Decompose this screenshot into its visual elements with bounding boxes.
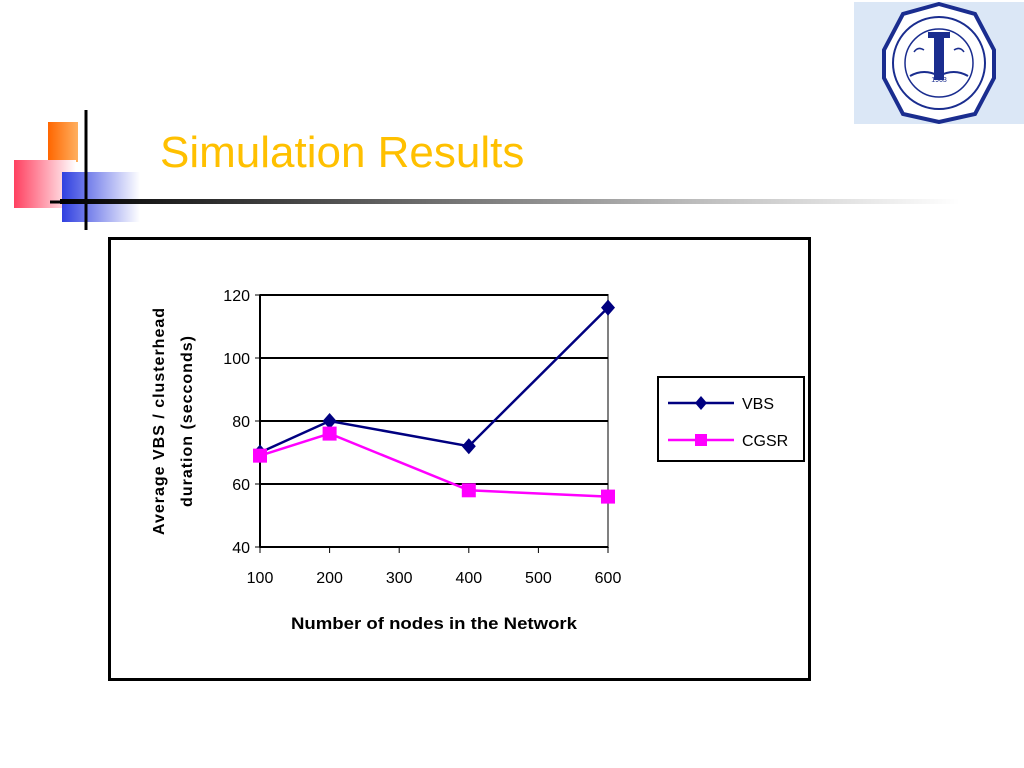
x-tick-label: 400 (455, 570, 482, 587)
y-tick-label: 60 (232, 477, 250, 494)
university-logo: 1963 (854, 1, 1024, 125)
data-point-vbs (461, 438, 476, 455)
data-point-cgsr (253, 448, 267, 463)
series-line-cgsr (259, 432, 609, 498)
title-rule (60, 199, 960, 204)
data-point-cgsr (601, 489, 615, 504)
line-chart: 40 60 80 100 120 100 200 300 400 500 600 Number of … (151, 288, 805, 633)
blue-block (62, 172, 140, 222)
y-axis-label: duration (secconds) (179, 335, 196, 507)
x-axis-label: Number of nodes in the Network (291, 614, 578, 633)
legend (657, 376, 805, 462)
legend-label: CGSR (742, 433, 788, 450)
orange-block (48, 122, 78, 162)
y-tick-label: 100 (223, 351, 250, 368)
y-tick-label: 40 (232, 540, 250, 557)
y-tick-label: 80 (232, 414, 250, 431)
series-line-vbs (259, 306, 609, 454)
data-point-cgsr (322, 426, 337, 441)
data-point-vbs (322, 413, 337, 429)
x-tick-label: 600 (595, 570, 622, 587)
legend-marker (695, 434, 707, 446)
university-seal-icon: 1963 (882, 1, 996, 125)
page-title: Simulation Results (160, 128, 525, 177)
x-tick-label: 300 (386, 570, 413, 587)
svg-text:1963: 1963 (931, 77, 947, 84)
data-point-vbs (601, 299, 615, 316)
y-tick-label: 120 (223, 288, 250, 305)
x-tick-label: 200 (316, 570, 343, 587)
x-tick-label: 500 (525, 570, 552, 587)
x-tick-label: 100 (247, 570, 274, 587)
legend-marker (695, 396, 707, 410)
chart-frame: 40 60 80 100 120 100 200 300 400 500 600 Number of … (108, 237, 811, 681)
y-axis-label: Average VBS / clusterhead (151, 307, 168, 535)
data-point-cgsr (461, 483, 476, 498)
legend-label: VBS (742, 396, 774, 413)
